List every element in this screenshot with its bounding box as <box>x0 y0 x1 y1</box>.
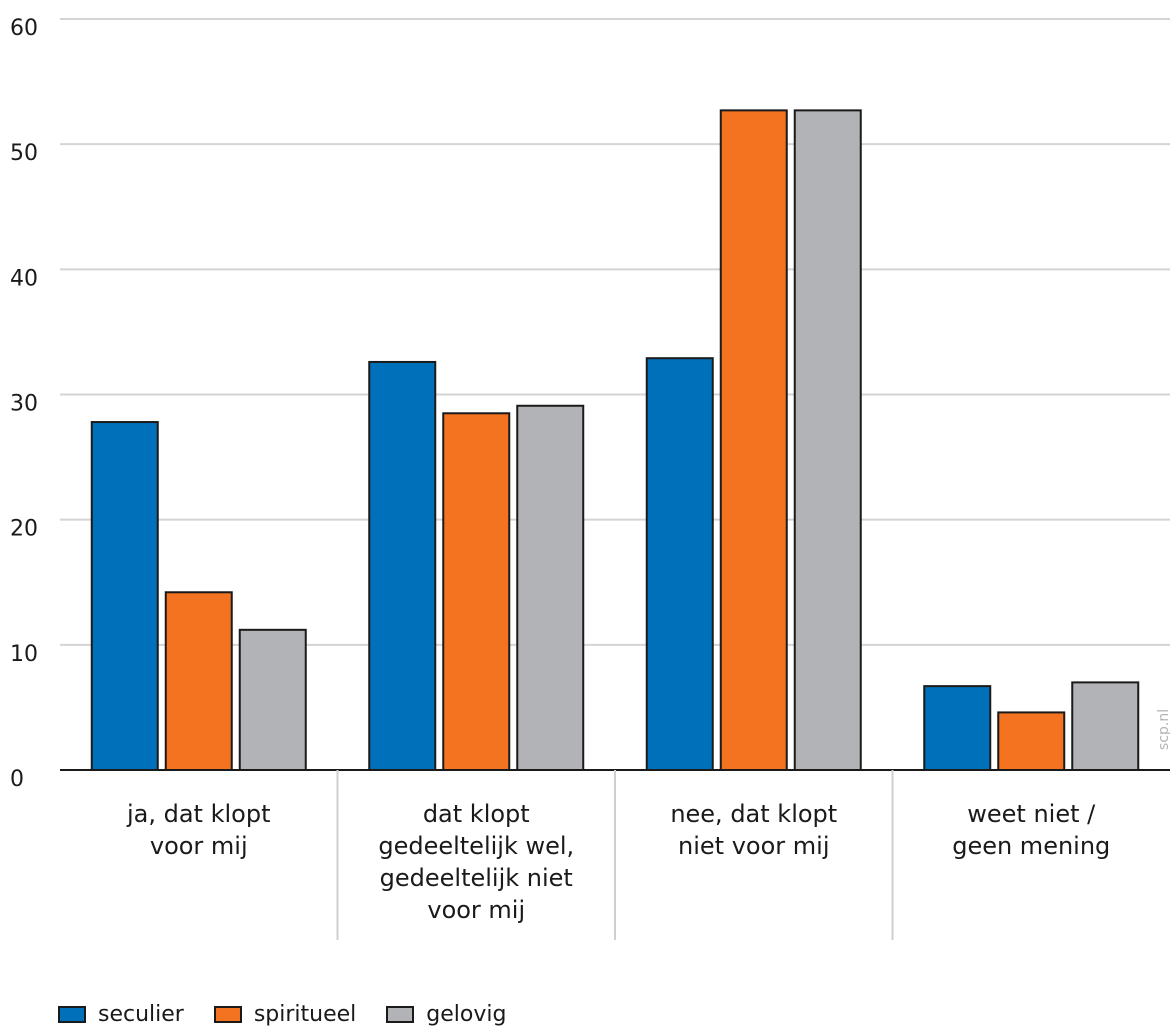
legend-swatch-spiritueel <box>213 1006 242 1023</box>
gridlines <box>60 18 1170 646</box>
bar-seculier <box>645 357 714 771</box>
legend-swatch-gelovig <box>386 1006 415 1023</box>
x-tick-label-line: gedeeltelijk wel, <box>378 832 574 860</box>
x-tick-label-line: niet voor mij <box>678 832 829 860</box>
bar-spiritueel <box>997 711 1066 772</box>
bar-spiritueel <box>719 109 788 772</box>
legend-item-seculier: seculier <box>58 1002 184 1027</box>
y-tick-label: 0 <box>10 767 24 792</box>
y-tick-label: 40 <box>10 266 38 291</box>
legend: seculier spiritueel gelovig <box>58 1002 536 1027</box>
bar-gelovig <box>516 404 585 771</box>
watermark-text: scp.nl <box>1156 708 1170 750</box>
y-axis-ticks: 0 10 20 30 40 50 60 <box>10 16 38 792</box>
y-tick-label: 50 <box>10 141 38 166</box>
y-tick-label: 30 <box>10 392 38 417</box>
bar-seculier <box>90 421 159 771</box>
x-tick-label: weet niet / geen mening <box>952 800 1110 860</box>
bar-gelovig <box>1071 681 1140 772</box>
legend-item-gelovig: gelovig <box>386 1002 506 1027</box>
bar-gelovig <box>793 109 862 772</box>
x-tick-label-line: voor mij <box>150 832 248 860</box>
x-axis-labels: ja, dat klopt voor mij dat klopt gedeelteli… <box>126 800 1110 924</box>
x-tick-label-line: nee, dat klopt <box>670 800 837 828</box>
legend-swatch-seculier <box>58 1006 86 1023</box>
bar-spiritueel <box>164 591 233 771</box>
x-tick-label-line: gedeeltelijk niet <box>380 864 573 892</box>
x-tick-label: dat klopt gedeeltelijk wel, gedeeltelijk n… <box>378 800 574 924</box>
legend-label-gelovig: gelovig <box>426 1002 507 1027</box>
bar-seculier <box>923 685 992 771</box>
y-tick-label: 10 <box>10 642 38 667</box>
legend-label-seculier: seculier <box>98 1002 184 1027</box>
x-tick-label: nee, dat klopt niet voor mij <box>670 800 837 860</box>
category-dividers <box>336 770 894 940</box>
x-tick-label: ja, dat klopt voor mij <box>126 800 271 860</box>
y-tick-label: 20 <box>10 517 38 542</box>
x-tick-label-line: geen mening <box>952 832 1110 860</box>
x-tick-label-line: voor mij <box>427 896 525 924</box>
bar-gelovig <box>238 628 307 772</box>
x-tick-label-line: weet niet / <box>967 800 1096 828</box>
bars <box>90 109 1140 772</box>
x-tick-label-line: ja, dat klopt <box>126 800 271 828</box>
bar-spiritueel <box>442 412 511 771</box>
legend-item-spiritueel: spiritueel <box>213 1002 357 1027</box>
bar-seculier <box>368 360 437 771</box>
watermark: scp.nl <box>1156 706 1170 766</box>
x-tick-label-line: dat klopt <box>423 800 530 828</box>
legend-label-spiritueel: spiritueel <box>253 1002 357 1027</box>
y-tick-label: 60 <box>10 16 38 41</box>
